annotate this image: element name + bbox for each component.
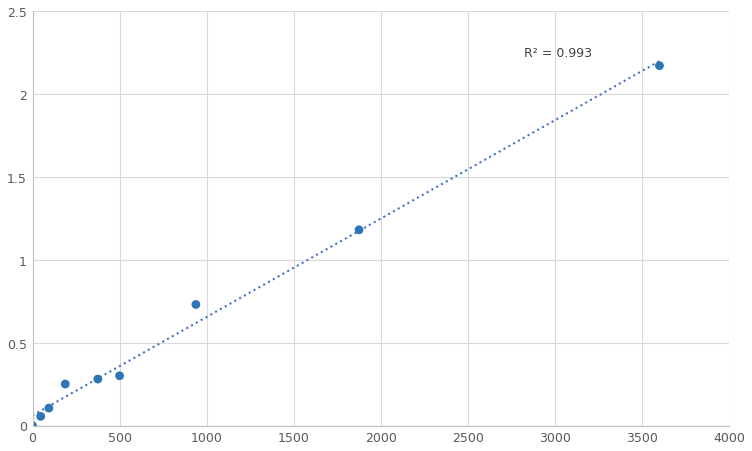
Point [353, 227, 365, 234]
Point [59, 381, 71, 388]
Point [26, 422, 38, 429]
Point [43, 405, 55, 412]
Text: R² = 0.993: R² = 0.993 [523, 47, 592, 60]
Point [114, 373, 126, 380]
Point [35, 413, 47, 420]
Point [653, 63, 666, 70]
Point [190, 301, 202, 308]
Point [92, 376, 104, 383]
